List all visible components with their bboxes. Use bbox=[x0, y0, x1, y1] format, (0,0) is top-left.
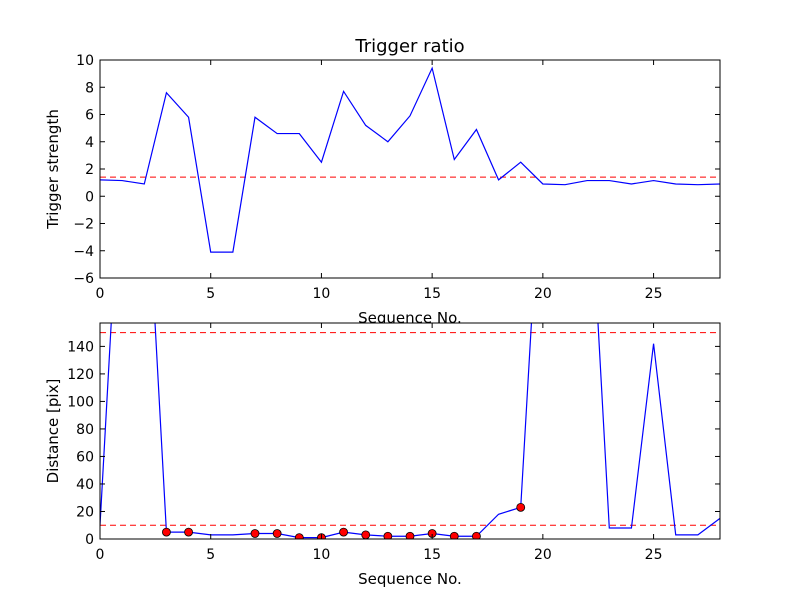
axes-frame bbox=[99, 322, 721, 540]
y-tick-label: 20 bbox=[76, 504, 94, 520]
y-tick-label: 2 bbox=[85, 162, 94, 178]
x-tick-label: 15 bbox=[423, 286, 441, 302]
y-tick-label: −2 bbox=[73, 217, 94, 233]
plot-content bbox=[100, 66, 720, 253]
data-point bbox=[272, 529, 282, 538]
x-tick-label: 25 bbox=[645, 547, 663, 563]
x-tick-label: 0 bbox=[96, 286, 105, 302]
data-point bbox=[162, 527, 171, 537]
x-tick-label: 20 bbox=[534, 547, 552, 563]
y-axis-label: Distance [pix] bbox=[44, 379, 62, 484]
y-tick-label: 6 bbox=[85, 108, 94, 124]
x-tick-label: 15 bbox=[423, 547, 441, 563]
x-tick-label: 10 bbox=[313, 286, 331, 302]
x-tick-label: 5 bbox=[206, 547, 215, 563]
y-tick-label: 140 bbox=[67, 339, 94, 355]
plot-area bbox=[100, 323, 720, 539]
plot-content bbox=[100, 323, 720, 539]
data-point bbox=[516, 502, 526, 512]
data-point bbox=[250, 529, 260, 538]
chart-title: Trigger ratio bbox=[354, 36, 464, 57]
y-tick-label: −6 bbox=[73, 271, 94, 287]
data-point bbox=[405, 531, 415, 539]
y-tick-label: 100 bbox=[67, 394, 94, 410]
y-tick-label: −4 bbox=[73, 244, 94, 260]
y-tick-label: 60 bbox=[76, 449, 94, 465]
x-tick-label: 0 bbox=[96, 547, 105, 563]
data-point bbox=[184, 527, 193, 537]
y-tick-label: 120 bbox=[67, 367, 94, 383]
y-tick-label: 8 bbox=[85, 80, 94, 96]
x-tick-label: 10 bbox=[313, 547, 331, 563]
data-point bbox=[472, 531, 481, 539]
data-point bbox=[449, 531, 459, 539]
y-tick-label: 10 bbox=[76, 53, 94, 69]
y-tick-label: 40 bbox=[76, 477, 94, 493]
x-axis-label: Sequence No. bbox=[358, 570, 462, 588]
plot-area bbox=[100, 60, 720, 278]
series-line-1 bbox=[100, 66, 720, 253]
data-point bbox=[294, 533, 304, 539]
chart-2: 0 5 10 15 20 25 0 20 40 60 80 100 120 140 Sequence No.… bbox=[44, 322, 721, 588]
data-point bbox=[383, 531, 393, 539]
x-tick-label: 5 bbox=[206, 286, 215, 302]
y-tick-label: 4 bbox=[85, 135, 94, 151]
data-point bbox=[339, 527, 348, 537]
y-tick-label: 0 bbox=[85, 189, 94, 205]
y-tick-label: 0 bbox=[85, 532, 94, 548]
data-point bbox=[361, 530, 371, 539]
y-axis-label: Trigger strength bbox=[44, 109, 62, 230]
x-tick-label: 25 bbox=[645, 286, 663, 302]
y-tick-label: 80 bbox=[76, 422, 94, 438]
x-tick-label: 20 bbox=[534, 286, 552, 302]
